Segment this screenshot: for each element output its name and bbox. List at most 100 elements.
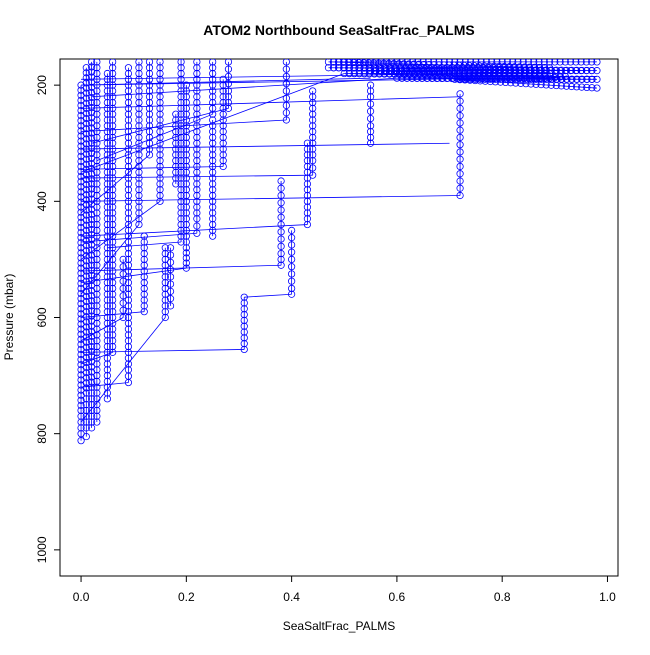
data-point: [172, 168, 180, 176]
data-point: [193, 174, 201, 182]
series-column-0.25: [209, 59, 217, 118]
data-point: [140, 232, 148, 240]
data-point: [103, 331, 111, 339]
data-point: [456, 191, 464, 200]
data-point: [366, 133, 375, 142]
data-point: [277, 255, 285, 264]
data-point: [124, 168, 133, 176]
connector-line: [81, 224, 308, 237]
data-point: [124, 133, 133, 142]
data-point: [103, 128, 111, 136]
data-point: [182, 98, 190, 107]
data-point: [103, 98, 111, 107]
data-point: [87, 83, 96, 91]
data-point: [572, 59, 580, 66]
data-point: [193, 203, 201, 211]
data-point: [135, 186, 143, 194]
data-point: [166, 273, 175, 281]
data-point: [177, 98, 185, 107]
data-point: [103, 308, 111, 316]
data-point: [124, 98, 133, 107]
data-point: [124, 342, 133, 351]
data-point: [403, 74, 411, 82]
data-point: [109, 151, 117, 159]
data-point: [109, 331, 117, 339]
data-point: [103, 87, 111, 95]
data-point: [588, 84, 596, 92]
data-point: [103, 319, 111, 327]
data-point: [77, 279, 85, 287]
data-point: [77, 305, 85, 313]
data-point: [557, 82, 566, 90]
data-point: [103, 273, 111, 281]
data-point: [103, 110, 111, 118]
data-point: [177, 174, 185, 182]
data-point: [103, 366, 111, 374]
data-point: [135, 93, 143, 101]
data-point: [103, 174, 111, 182]
x-tick-label: 0.4: [283, 590, 300, 604]
data-point: [156, 128, 164, 136]
data-point: [329, 64, 338, 72]
data-point: [366, 81, 375, 89]
data-point: [77, 117, 85, 125]
data-point: [93, 232, 101, 240]
data-point: [193, 81, 201, 89]
data-point: [87, 383, 96, 391]
plot-frame: [59, 58, 619, 577]
data-point: [561, 59, 569, 66]
data-point: [124, 255, 133, 264]
data-point: [443, 74, 451, 83]
data-point: [87, 124, 96, 132]
data-point: [219, 139, 227, 147]
data-point: [87, 353, 96, 361]
data-point: [177, 133, 185, 142]
data-point: [109, 273, 117, 281]
data-point: [93, 139, 101, 147]
data-point: [87, 395, 96, 403]
data-point: [240, 310, 248, 319]
series-column-0.00: [77, 81, 85, 445]
data-point: [77, 418, 85, 426]
data-point: [77, 157, 85, 165]
data-point: [145, 81, 154, 89]
data-point: [366, 122, 375, 130]
data-point: [542, 75, 550, 83]
data-point: [380, 70, 389, 78]
data-point: [421, 70, 429, 79]
data-point: [288, 241, 296, 249]
data-point: [224, 87, 233, 95]
data-point: [77, 356, 85, 364]
data-point: [103, 255, 111, 264]
data-point: [87, 68, 96, 76]
series-column-0.40: [288, 226, 296, 298]
data-point: [145, 75, 154, 83]
x-axis-label: SeaSaltFrac_PALMS: [283, 619, 396, 633]
data-point: [77, 264, 85, 272]
data-point: [177, 75, 185, 83]
data-point: [103, 377, 111, 385]
data-point: [135, 81, 143, 89]
series-column-0.09: [124, 64, 133, 387]
data-point: [288, 270, 296, 278]
data-point: [219, 145, 227, 153]
data-point: [93, 128, 101, 136]
data-point: [288, 226, 296, 234]
data-point: [182, 133, 190, 142]
data-point: [209, 215, 217, 223]
data-point: [224, 80, 233, 88]
connector-line: [80, 154, 150, 214]
data-point: [103, 348, 111, 356]
data-point: [567, 75, 576, 83]
data-point: [109, 174, 117, 182]
data-point: [109, 325, 117, 333]
data-point: [109, 232, 117, 240]
data-point: [370, 59, 378, 67]
data-point: [103, 197, 111, 205]
data-point: [193, 139, 201, 147]
data-point: [124, 337, 133, 345]
data-point: [288, 290, 296, 298]
data-point: [193, 98, 201, 107]
data-point: [303, 162, 312, 171]
data-point: [93, 59, 101, 66]
